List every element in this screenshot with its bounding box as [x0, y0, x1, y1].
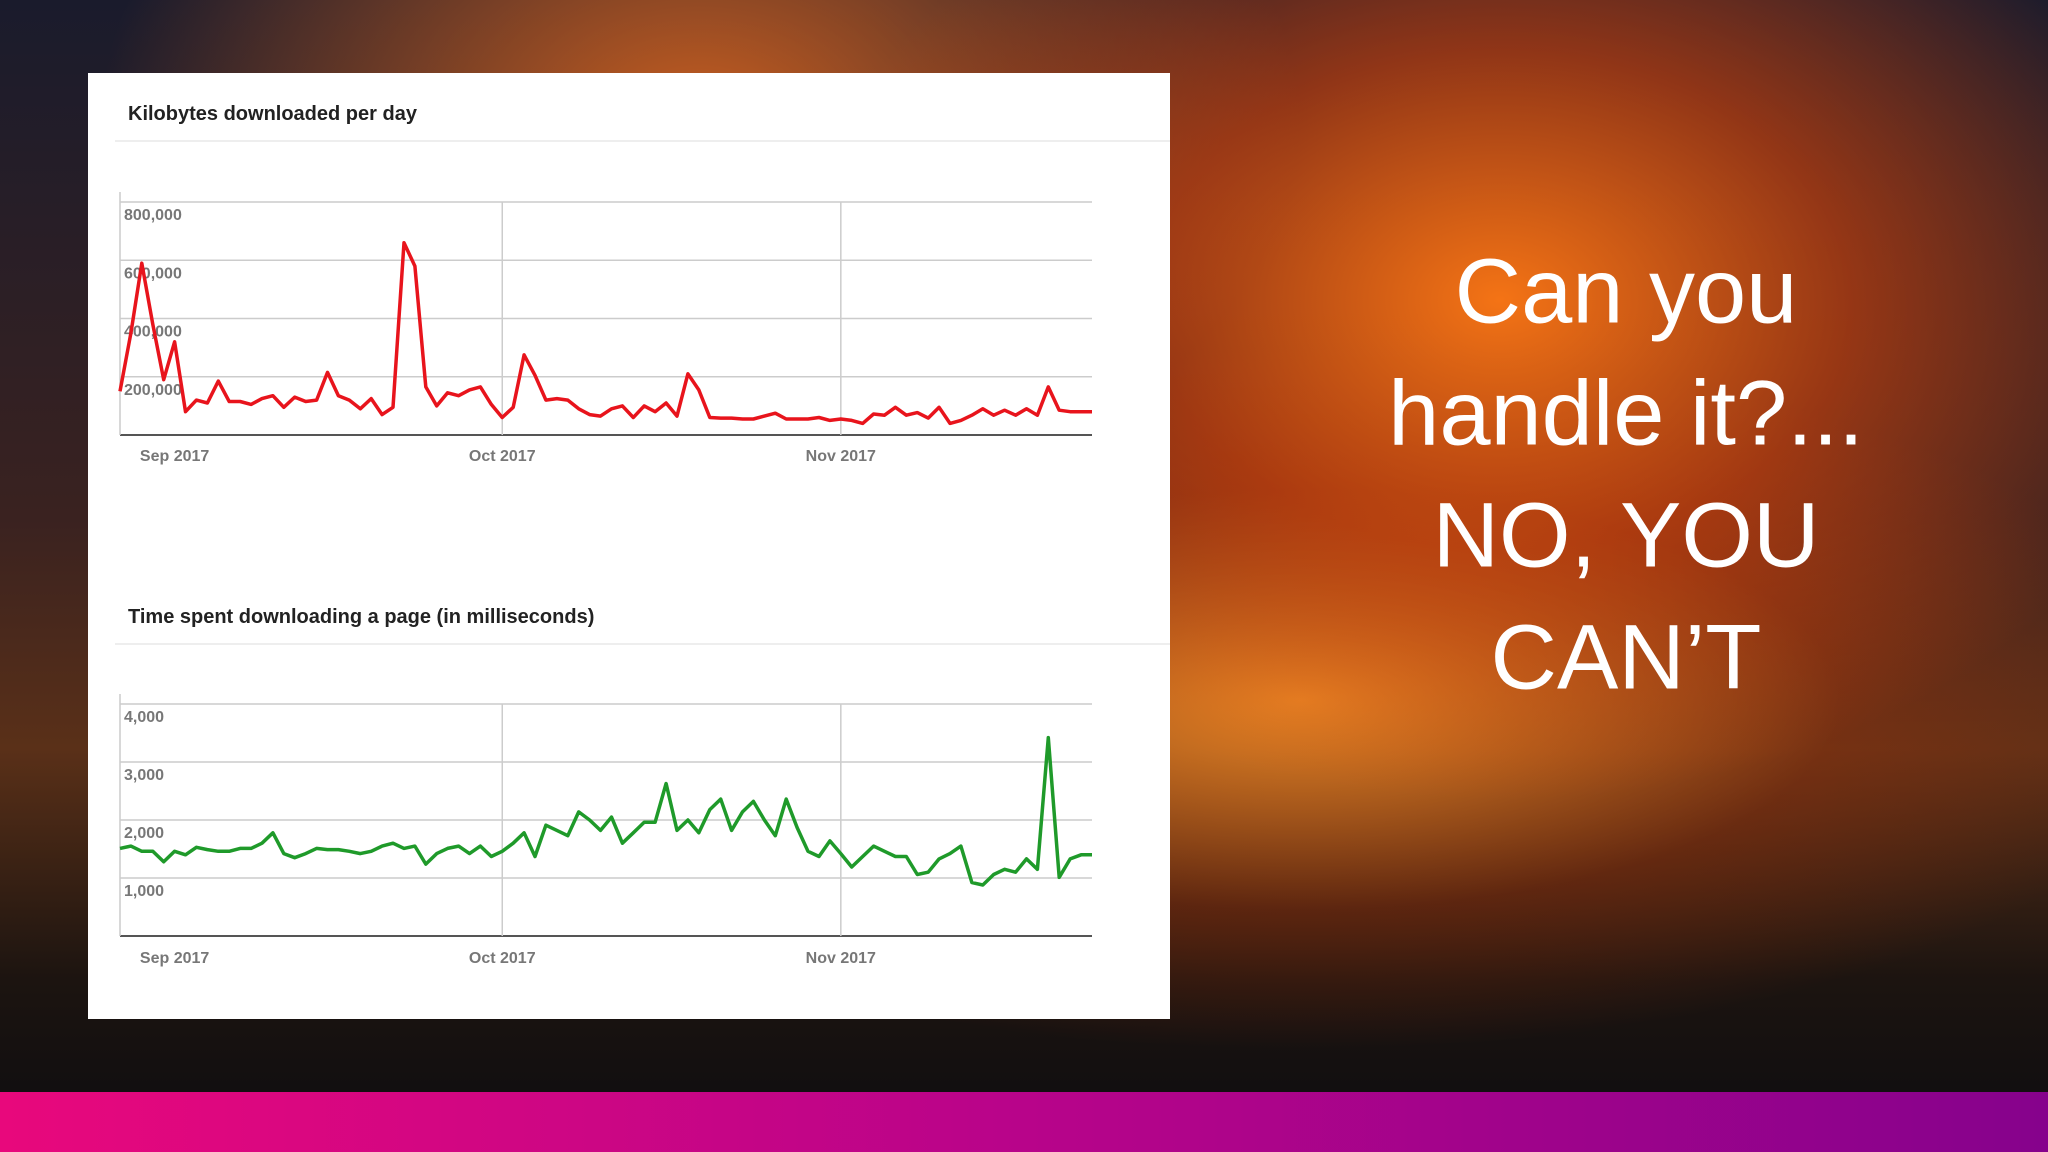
y-tick-label: 4,000: [124, 709, 164, 726]
chart-title: Kilobytes downloaded per day: [128, 103, 418, 125]
chart-panel: [88, 73, 1170, 1019]
y-tick-label: 3,000: [124, 767, 164, 784]
slide-text: CAN’T: [1491, 606, 1762, 708]
slide-text: NO, YOU: [1433, 484, 1820, 586]
x-tick-label: Sep 2017: [140, 448, 209, 465]
x-tick-label: Oct 2017: [469, 448, 536, 465]
y-tick-label: 200,000: [124, 382, 182, 399]
y-tick-label: 800,000: [124, 207, 182, 224]
chart-title: Time spent downloading a page (in millis…: [128, 606, 594, 628]
x-tick-label: Oct 2017: [469, 950, 536, 967]
x-tick-label: Nov 2017: [806, 950, 876, 967]
footer-bar: [0, 1092, 2048, 1152]
data-line: [118, 241, 1092, 426]
x-tick-label: Nov 2017: [806, 448, 876, 465]
x-tick-label: Sep 2017: [140, 950, 209, 967]
y-tick-label: 600,000: [124, 265, 182, 282]
y-tick-label: 2,000: [124, 825, 164, 842]
slide-text: Can you: [1455, 240, 1798, 342]
y-tick-label: 1,000: [124, 883, 164, 900]
slide-text: handle it?...: [1388, 362, 1864, 464]
data-line: [119, 735, 1092, 887]
